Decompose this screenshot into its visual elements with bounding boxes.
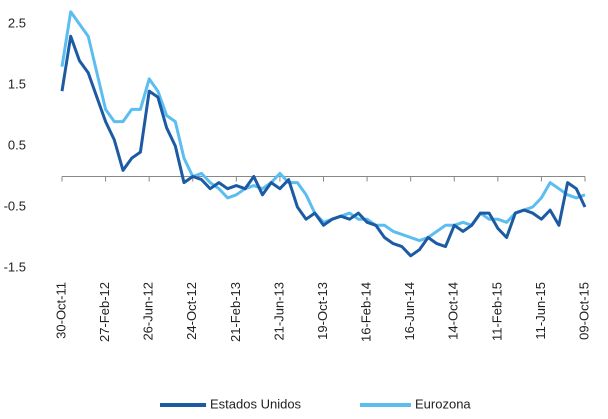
x-tick-label: 09-Oct-15 xyxy=(576,282,591,340)
y-tick-label: -1.5 xyxy=(4,259,26,274)
line-series xyxy=(60,34,587,258)
y-tick-label: 0.5 xyxy=(8,137,26,152)
x-tick-label: 21-Jun-13 xyxy=(271,282,286,341)
x-tick-label: 16-Jun-14 xyxy=(402,282,417,341)
x-tick-label: 19-Oct-13 xyxy=(315,282,330,340)
y-tick-label: -0.5 xyxy=(4,198,26,213)
line-series xyxy=(60,10,586,243)
x-tick-label: 26-Jun-12 xyxy=(141,282,156,341)
x-tick-label: 21-Feb-13 xyxy=(228,282,243,342)
x-tick-label: 16-Feb-14 xyxy=(359,282,374,342)
x-tick-label: 24-Oct-12 xyxy=(184,282,199,340)
x-tick-label: 30-Oct-11 xyxy=(53,282,68,339)
x-tick-label: 27-Feb-12 xyxy=(97,282,112,342)
y-tick-label: 2.5 xyxy=(8,15,26,30)
legend-label: Eurozona xyxy=(415,396,471,411)
x-tick-label: 11-Jun-15 xyxy=(533,282,548,340)
x-tick-label: 14-Oct-14 xyxy=(446,282,461,340)
y-tick-label: 1.5 xyxy=(8,76,26,91)
x-tick-label: 11-Feb-15 xyxy=(489,282,504,341)
legend-label: Estados Unidos xyxy=(210,396,302,411)
